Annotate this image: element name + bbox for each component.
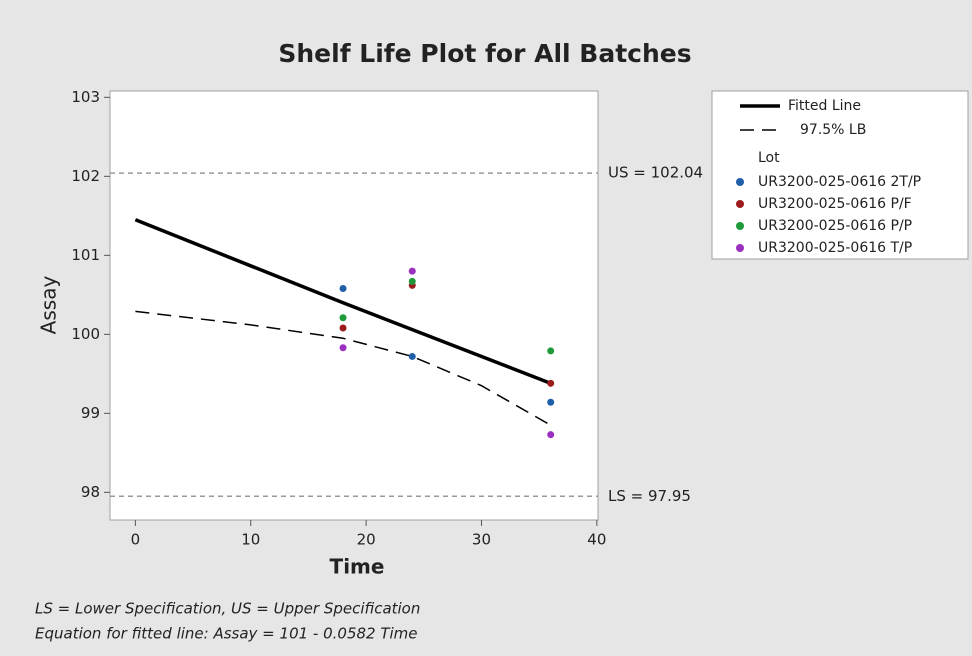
point [339, 285, 347, 293]
legend-marker [736, 200, 744, 208]
footnote: LS = Lower Specification, US = Upper Spe… [35, 600, 420, 618]
footnote: Equation for fitted line: Assay = 101 - … [35, 625, 418, 643]
legend-label: UR3200-025-0616 2T/P [758, 174, 921, 190]
y-tick-label: 99 [81, 404, 100, 422]
legend-label: UR3200-025-0616 P/P [758, 218, 912, 234]
legend-marker [736, 244, 744, 252]
point [408, 352, 416, 360]
point [547, 398, 555, 406]
point [547, 347, 555, 355]
point [408, 277, 416, 285]
y-tick-label: 103 [71, 88, 100, 106]
legend-label: Fitted Line [788, 98, 861, 114]
reference-label: LS = 97.95 [608, 487, 691, 505]
point [339, 324, 347, 332]
legend-label: 97.5% LB [800, 122, 866, 138]
y-tick-label: 102 [71, 167, 100, 185]
point [547, 431, 555, 439]
point [339, 344, 347, 352]
line [135, 310, 552, 426]
y-tick-label: 101 [71, 246, 100, 264]
x-tick-label: 0 [131, 531, 141, 549]
x-tick-label: 10 [241, 531, 260, 549]
legend-label: UR3200-025-0616 P/F [758, 196, 912, 212]
point [408, 267, 416, 275]
legend [711, 90, 969, 260]
x-tick-label: 30 [472, 531, 491, 549]
legend-label: UR3200-025-0616 T/P [758, 240, 912, 256]
line [134, 218, 552, 385]
y-tick-label: 98 [81, 483, 100, 501]
legend-marker [736, 178, 744, 186]
y-tick-label: 100 [71, 325, 100, 343]
x-tick-label: 40 [587, 531, 606, 549]
legend-marker [736, 222, 744, 230]
reference-label: US = 102.04 [608, 164, 703, 182]
chart-title: Shelf Life Plot for All Batches [278, 39, 691, 68]
point [339, 314, 347, 322]
legend-title: Lot [758, 150, 780, 166]
x-axis-label: Time [330, 555, 385, 579]
x-tick-label: 20 [357, 531, 376, 549]
point [547, 379, 555, 387]
y-axis-label: Assay [37, 276, 61, 335]
